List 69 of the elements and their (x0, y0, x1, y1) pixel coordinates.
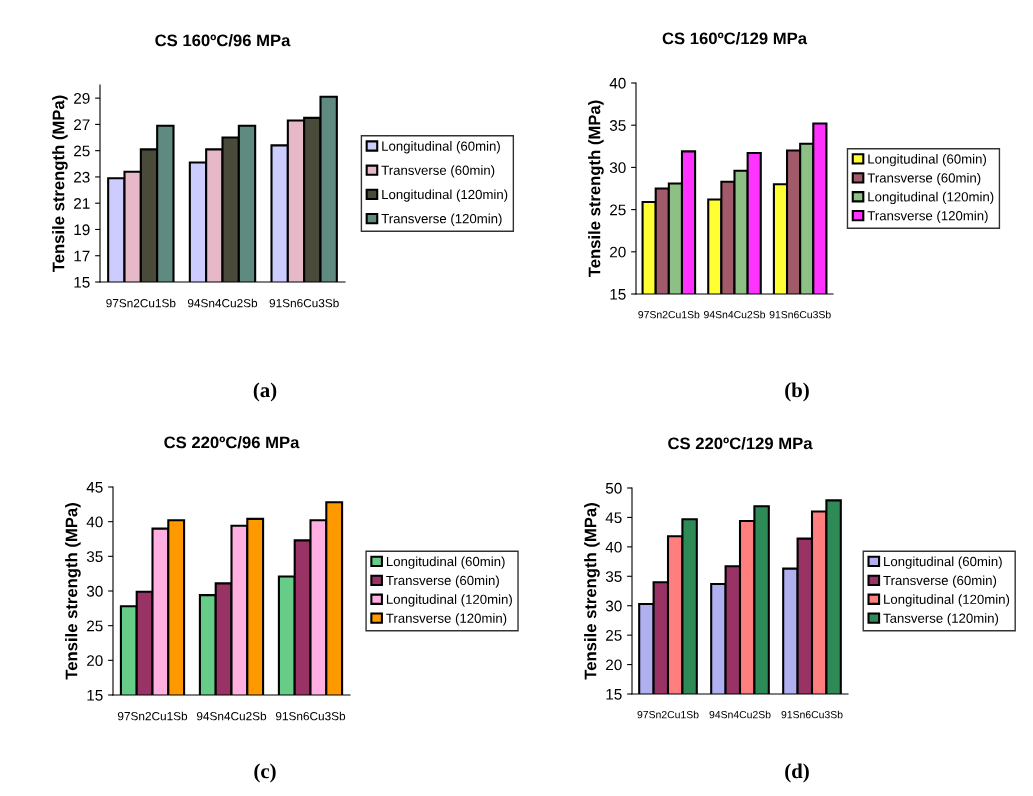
y-tick-label: 27 (74, 119, 90, 130)
legend-label: Longitudinal (120min) (884, 594, 1010, 607)
y-tick-label: 25 (74, 145, 90, 157)
y-tick-label: 35 (86, 551, 103, 563)
y-tick-label: 40 (86, 516, 103, 528)
y-axis-title: Tensile strength (MPa) (65, 503, 81, 680)
legend-label: Longitudinal (60min) (386, 556, 505, 569)
x-tick-label: 97Sn2Cu1Sb (638, 310, 700, 319)
y-tick-label: 30 (605, 600, 622, 612)
x-tick-label: 91Sn6Cu3Sb (781, 710, 843, 719)
legend-label: Transverse (120min) (386, 613, 507, 626)
x-tick-label: 97Sn2Cu1Sb (106, 298, 176, 308)
x-tick-label: 91Sn6Cu3Sb (769, 310, 831, 319)
legend-label: Longitudinal (120min) (868, 191, 994, 205)
x-tick-label: 91Sn6Cu3Sb (275, 711, 346, 721)
chart-title: CS 160ºC/96 MPa (155, 34, 291, 47)
y-tick-label: 21 (74, 198, 90, 209)
chart-title: CS 160ºC/129 MPa (662, 32, 808, 45)
y-tick-label: 25 (606, 630, 622, 641)
x-tick-label: 94Sn4Cu2Sb (709, 710, 771, 719)
y-tick-label: 30 (86, 585, 103, 597)
y-tick-label: 45 (605, 512, 622, 524)
legend-label: Transverse (60min) (386, 575, 499, 588)
legend-label: Transverse (120min) (867, 210, 988, 223)
y-tick-label: 45 (86, 482, 103, 493)
legend-label: Longitudinal (120min) (382, 189, 508, 202)
y-tick-label: 30 (609, 162, 626, 174)
x-tick-label: 97Sn2Cu1Sb (117, 711, 188, 721)
y-axis-title: Tensile strength (MPa) (588, 100, 604, 278)
legend-label: Tansverse (120min) (883, 613, 999, 626)
legend-label: Transverse (120min) (381, 213, 502, 226)
y-tick-label: 40 (609, 77, 626, 89)
legend-label: Longitudinal (60min) (382, 141, 500, 154)
y-tick-label: 29 (74, 93, 90, 104)
legend-label: Transverse (60min) (867, 172, 981, 186)
y-tick-label: 35 (609, 120, 626, 131)
y-tick-label: 25 (87, 620, 103, 632)
x-tick-label: 94Sn4Cu2Sb (196, 711, 267, 721)
y-tick-label: 15 (606, 689, 622, 700)
chart-title: CS 220ºC/129 MPa (668, 437, 813, 450)
legend-label: Transverse (60min) (381, 165, 495, 178)
text: (a) (253, 382, 277, 402)
legend-label: Longitudinal (60min) (884, 556, 1002, 569)
y-tick-label: 40 (605, 541, 622, 553)
legend-label: Longitudinal (60min) (868, 154, 987, 167)
x-tick-label: 91Sn6Cu3Sb (269, 298, 339, 308)
legend-label: Transverse (60min) (883, 575, 997, 588)
chart-title: CS 220ºC/96 MPa (164, 436, 300, 449)
x-tick-label: 94Sn4Cu2Sb (187, 298, 258, 308)
y-tick-label: 15 (610, 289, 626, 300)
y-tick-label: 35 (605, 571, 622, 582)
y-tick-label: 17 (74, 250, 90, 262)
y-axis-title: Tensile strength (MPa) (584, 503, 600, 680)
y-tick-label: 20 (87, 655, 103, 667)
x-tick-label: 94Sn4Cu2Sb (704, 310, 766, 319)
y-tick-label: 15 (74, 277, 90, 288)
text: (d) (785, 763, 809, 783)
y-tick-label: 20 (606, 659, 622, 671)
x-tick-label: 97Sn2Cu1Sb (637, 710, 699, 719)
legend-label: Longitudinal (120min) (386, 594, 512, 607)
text: (b) (785, 382, 809, 402)
y-tick-label: 15 (87, 690, 103, 701)
text: (c) (254, 763, 276, 783)
y-tick-label: 19 (74, 224, 90, 236)
y-tick-label: 20 (610, 246, 626, 258)
y-tick-label: 50 (605, 482, 622, 494)
y-tick-label: 25 (610, 204, 626, 216)
y-axis-title: Tensile strength (MPa) (52, 95, 68, 273)
y-tick-label: 23 (74, 171, 90, 183)
